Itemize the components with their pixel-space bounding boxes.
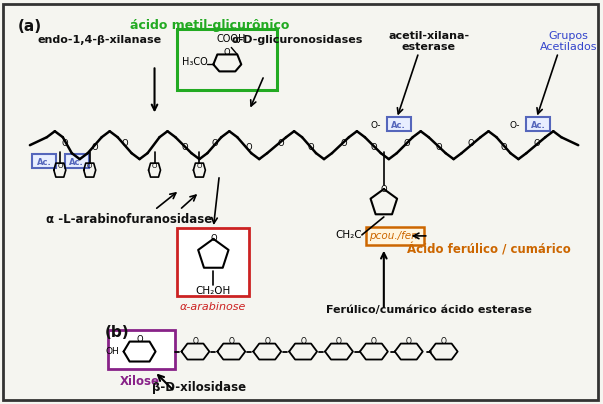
Text: O: O [371,337,377,346]
Text: CH₂OH: CH₂OH [196,286,231,296]
Text: Ac.: Ac. [37,158,51,166]
Text: O-: O- [370,121,381,130]
Text: O: O [246,143,253,152]
Text: O: O [197,163,202,169]
Text: ácido metil-glicurônico: ácido metil-glicurônico [130,19,289,32]
Text: O: O [57,163,63,169]
Text: COOH: COOH [216,34,246,44]
Text: O: O [380,185,387,194]
Text: Ac.: Ac. [69,158,84,166]
Text: H₃CO: H₃CO [182,57,207,67]
Text: α -L-arabinofuranosidase: α -L-arabinofuranosidase [46,213,213,227]
Text: endo-1,4-β-xilanase: endo-1,4-β-xilanase [37,36,162,46]
Text: O: O [500,143,507,152]
Text: O: O [308,143,314,152]
Text: O: O [467,139,474,148]
Text: O: O [92,143,98,152]
Text: O: O [62,139,68,148]
Text: Ácido ferúlico / cumárico: Ácido ferúlico / cumárico [406,243,570,257]
Text: Grupos
Acetilados: Grupos Acetilados [540,31,597,52]
Text: O: O [403,139,410,148]
Text: O: O [87,163,92,169]
Text: pcou./fer.: pcou./fer. [370,231,418,241]
Text: O: O [435,143,442,152]
Text: O: O [121,139,128,148]
Text: O: O [341,139,347,148]
FancyBboxPatch shape [65,154,89,168]
Text: Ac.: Ac. [531,121,546,130]
Text: Ferúlico/cumárico ácido esterase: Ferúlico/cumárico ácido esterase [326,305,532,315]
Text: O: O [264,337,270,346]
Text: acetil-xilana-
esterase: acetil-xilana- esterase [388,31,469,52]
Text: O-: O- [510,121,520,130]
Text: O: O [229,337,234,346]
Text: O: O [210,234,216,243]
Text: α-D-glicuronosidases: α-D-glicuronosidases [232,36,363,46]
Text: O: O [181,143,188,152]
Text: O: O [371,143,377,152]
FancyBboxPatch shape [366,227,424,245]
Text: O: O [336,337,342,346]
Text: Xilose: Xilose [119,375,160,389]
Text: Ac.: Ac. [391,121,406,130]
Text: O: O [406,337,412,346]
FancyBboxPatch shape [526,117,551,131]
Text: OH: OH [106,347,119,356]
Text: (a): (a) [18,19,42,34]
Text: O: O [152,163,157,169]
Text: O: O [300,337,306,346]
Text: O: O [533,139,540,148]
Text: CH₂C: CH₂C [335,230,362,240]
FancyBboxPatch shape [177,228,249,296]
FancyBboxPatch shape [108,330,175,370]
FancyBboxPatch shape [32,154,56,168]
Text: O: O [278,139,285,148]
Text: O: O [211,139,218,148]
Text: O: O [192,337,198,346]
FancyBboxPatch shape [387,117,411,131]
Text: O: O [441,337,447,346]
Text: β-D-xilosidase: β-D-xilosidase [153,381,247,394]
Text: O: O [224,48,230,57]
Text: (b): (b) [105,325,129,340]
Text: O: O [136,335,143,344]
Text: α-arabinose: α-arabinose [180,302,247,312]
